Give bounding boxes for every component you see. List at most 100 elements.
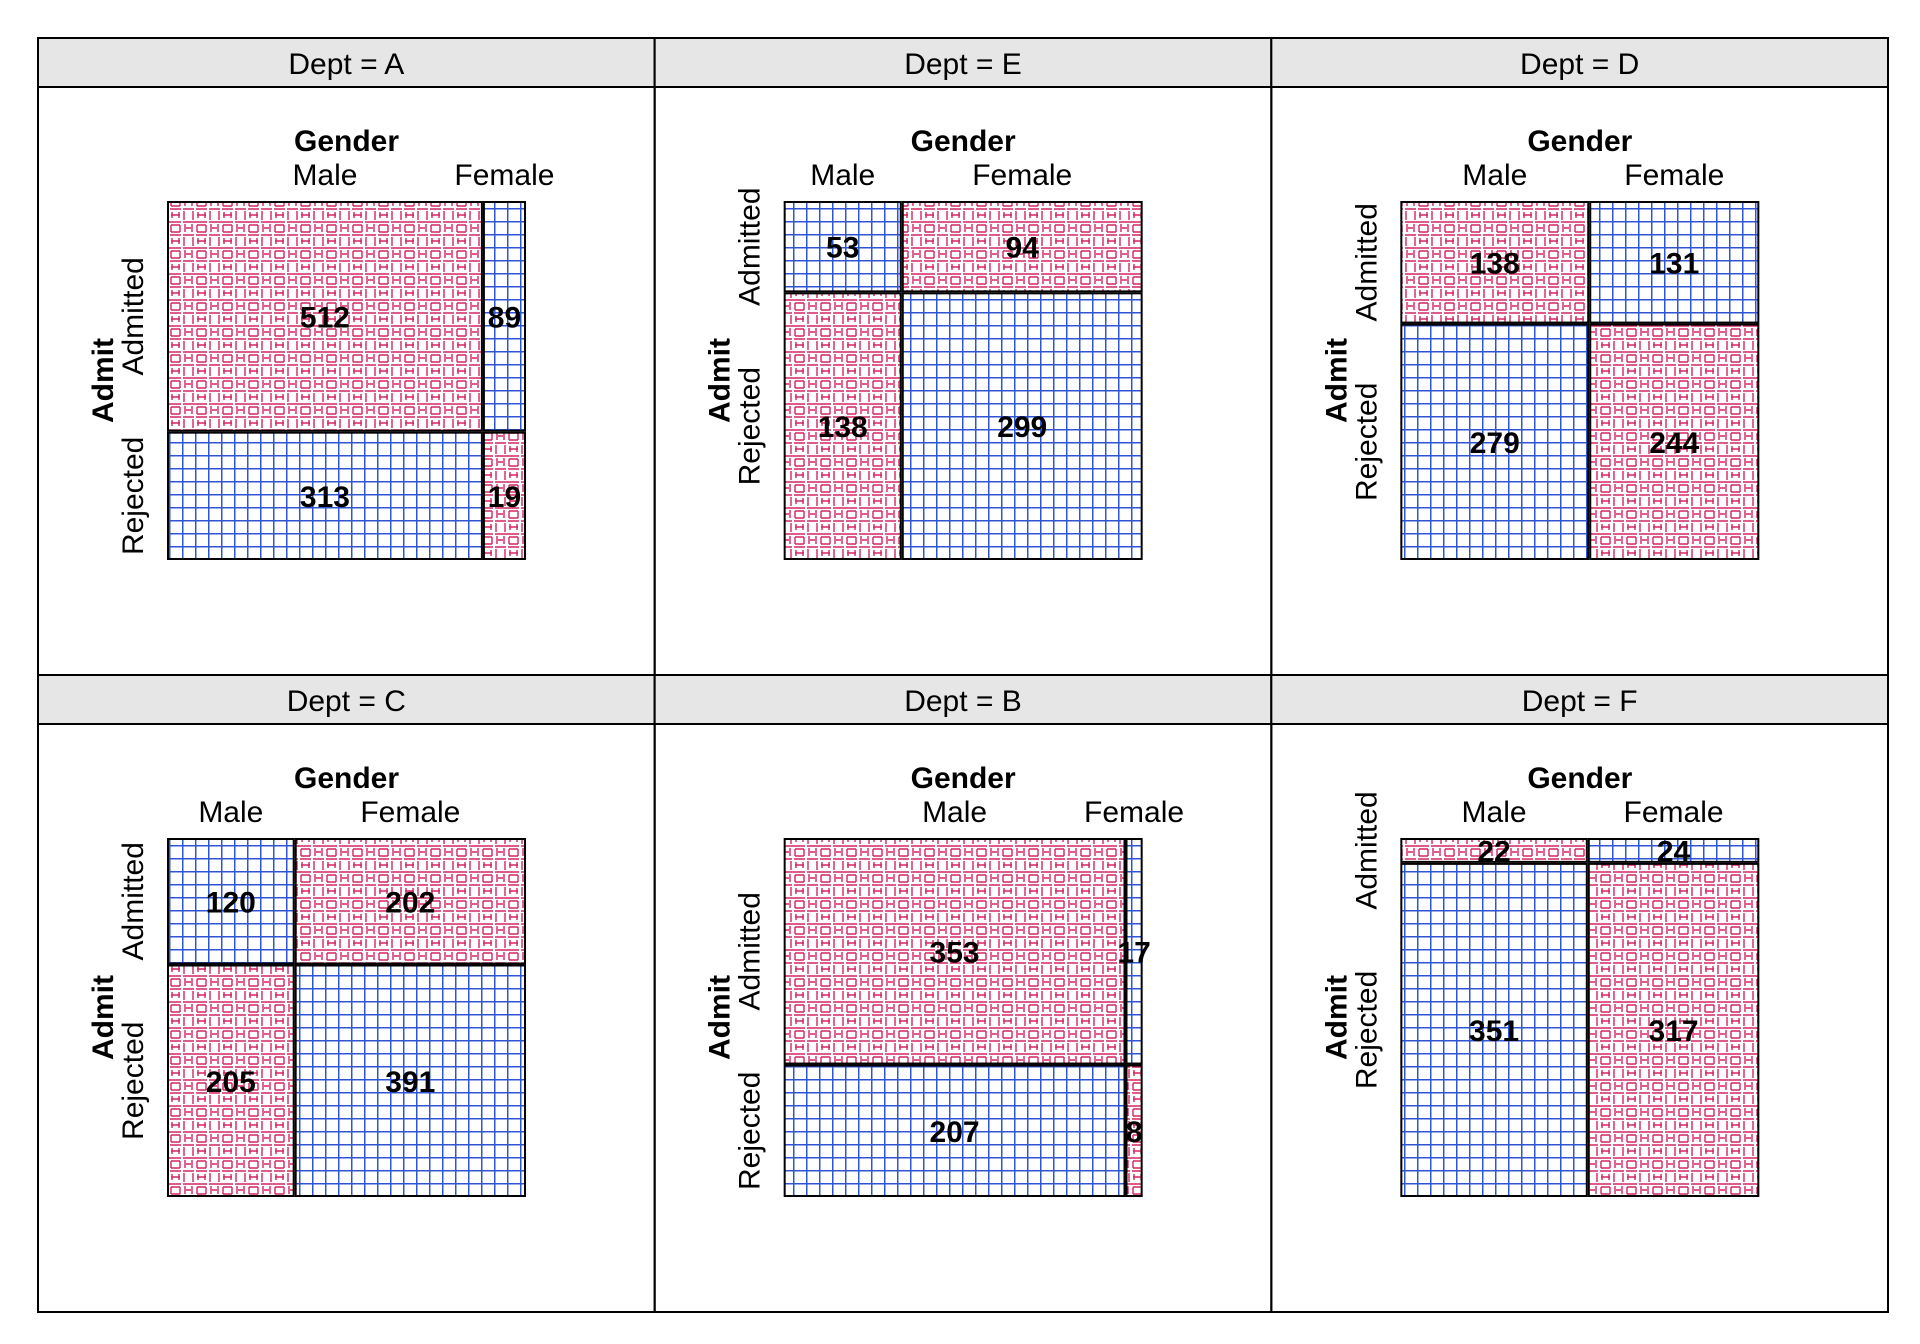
mosaic-cell [168, 202, 482, 431]
mosaic-cell-border [1400, 862, 1588, 1197]
row-level-label: Admitted [1350, 791, 1383, 909]
column-level-label: Female [972, 159, 1072, 192]
cell-value-label: 19 [488, 481, 521, 514]
mosaic-cell-border [901, 201, 1143, 293]
column-variable-label: Gender [911, 125, 1016, 158]
cell-value-label: 353 [930, 936, 980, 969]
strip-label: Dept = F [1522, 685, 1638, 718]
cell-value-label: 205 [206, 1066, 256, 1099]
mosaic-cell [168, 839, 294, 964]
mosaic-cell-border [482, 431, 526, 560]
strip-label: Dept = C [287, 685, 406, 718]
mosaic-cell-border [783, 292, 902, 560]
column-level-label: Male [810, 159, 875, 192]
cell-value-label: 202 [385, 886, 435, 919]
row-level-label: Rejected [117, 1022, 150, 1140]
mosaic-cell [168, 965, 294, 1196]
cell-value-label: 279 [1470, 427, 1520, 460]
mosaic-cell [784, 293, 901, 559]
row-level-label: Admitted [117, 842, 150, 960]
column-variable-label: Gender [1527, 762, 1632, 795]
mosaic-cell-border [901, 292, 1143, 560]
row-variable-label: Admit [87, 338, 120, 423]
mosaic-cell [902, 202, 1142, 292]
mosaic-cell-border [1589, 323, 1760, 560]
cell-value-label: 207 [930, 1116, 980, 1149]
strip-background [37, 674, 656, 725]
mosaic-cell-border [294, 964, 526, 1197]
mosaic-cell-border [167, 201, 483, 432]
mosaic-cell [1401, 839, 1587, 862]
strip-label: Dept = B [904, 685, 1022, 718]
mosaic-cell-border [167, 431, 483, 560]
column-level-label: Male [922, 796, 987, 829]
mosaic-cell-border [482, 201, 526, 432]
row-level-label: Rejected [734, 367, 767, 485]
cell-value-label: 244 [1649, 427, 1699, 460]
mosaic-cell-border [1587, 838, 1760, 863]
mosaic-cell-border [1125, 838, 1143, 1065]
column-variable-label: Gender [911, 762, 1016, 795]
mosaic-cell [784, 202, 901, 292]
mosaic-cell [483, 432, 525, 559]
panel-deptc: Dept = C Gender Male Female Admit Admitted Rej… [37, 674, 656, 1313]
panel-depte: Dept = E Gender Male Female Admit Admitted Rej… [653, 37, 1273, 676]
cell-value-label: 138 [818, 411, 868, 444]
row-level-label: Rejected [117, 437, 150, 555]
cell-value-label: 17 [1117, 936, 1150, 969]
cell-value-label: 131 [1649, 247, 1699, 280]
column-level-label: Male [198, 796, 263, 829]
column-variable-label: Gender [294, 125, 399, 158]
mosaic-cell [1126, 1065, 1142, 1196]
row-level-label: Rejected [1350, 383, 1383, 501]
column-level-label: Female [1624, 159, 1724, 192]
mosaic-cell-border [1125, 1064, 1143, 1197]
column-variable-label: Gender [294, 762, 399, 795]
mosaic-cell-border [1587, 862, 1760, 1197]
cell-value-label: 53 [826, 232, 859, 265]
strip-background [653, 674, 1273, 725]
mosaic-cell [902, 293, 1142, 559]
mosaic-cell [1590, 202, 1759, 323]
mosaic-cell [1401, 202, 1589, 323]
cell-value-label: 299 [997, 411, 1047, 444]
cell-value-label: 22 [1477, 835, 1510, 868]
row-level-label: Rejected [1350, 971, 1383, 1089]
cell-value-label: 313 [300, 481, 350, 514]
strip-background [1270, 674, 1890, 725]
mosaic-cell [1401, 324, 1589, 559]
mosaic-cell [295, 839, 525, 964]
mosaic-cell-border [783, 201, 902, 293]
strip-label: Dept = E [904, 48, 1022, 81]
mosaic-cell-border [1400, 201, 1590, 324]
mosaic-cell-border [294, 838, 526, 965]
mosaic-cell [168, 432, 482, 559]
column-level-label: Male [292, 159, 357, 192]
strip-label: Dept = A [288, 48, 404, 81]
cell-value-label: 512 [300, 301, 350, 334]
column-level-label: Female [360, 796, 460, 829]
cell-value-label: 8 [1126, 1116, 1143, 1149]
row-variable-label: Admit [1320, 975, 1353, 1060]
row-variable-label: Admit [704, 338, 737, 423]
mosaic-cell-border [167, 838, 295, 965]
mosaic-cell [483, 202, 525, 431]
row-variable-label: Admit [87, 975, 120, 1060]
mosaic-cell [1590, 324, 1759, 559]
mosaic-cell-border [167, 964, 295, 1197]
cell-value-label: 94 [1006, 232, 1040, 265]
mosaic-cell [1588, 839, 1759, 862]
cell-value-label: 24 [1657, 835, 1691, 868]
cell-value-label: 351 [1469, 1015, 1519, 1048]
mosaic-cell [1126, 839, 1142, 1064]
cell-value-label: 391 [385, 1066, 435, 1099]
column-variable-label: Gender [1527, 125, 1632, 158]
cell-value-label: 138 [1470, 247, 1520, 280]
row-level-label: Admitted [1350, 203, 1383, 321]
strip-background [1270, 37, 1890, 88]
mosaic-cell [784, 1065, 1125, 1196]
